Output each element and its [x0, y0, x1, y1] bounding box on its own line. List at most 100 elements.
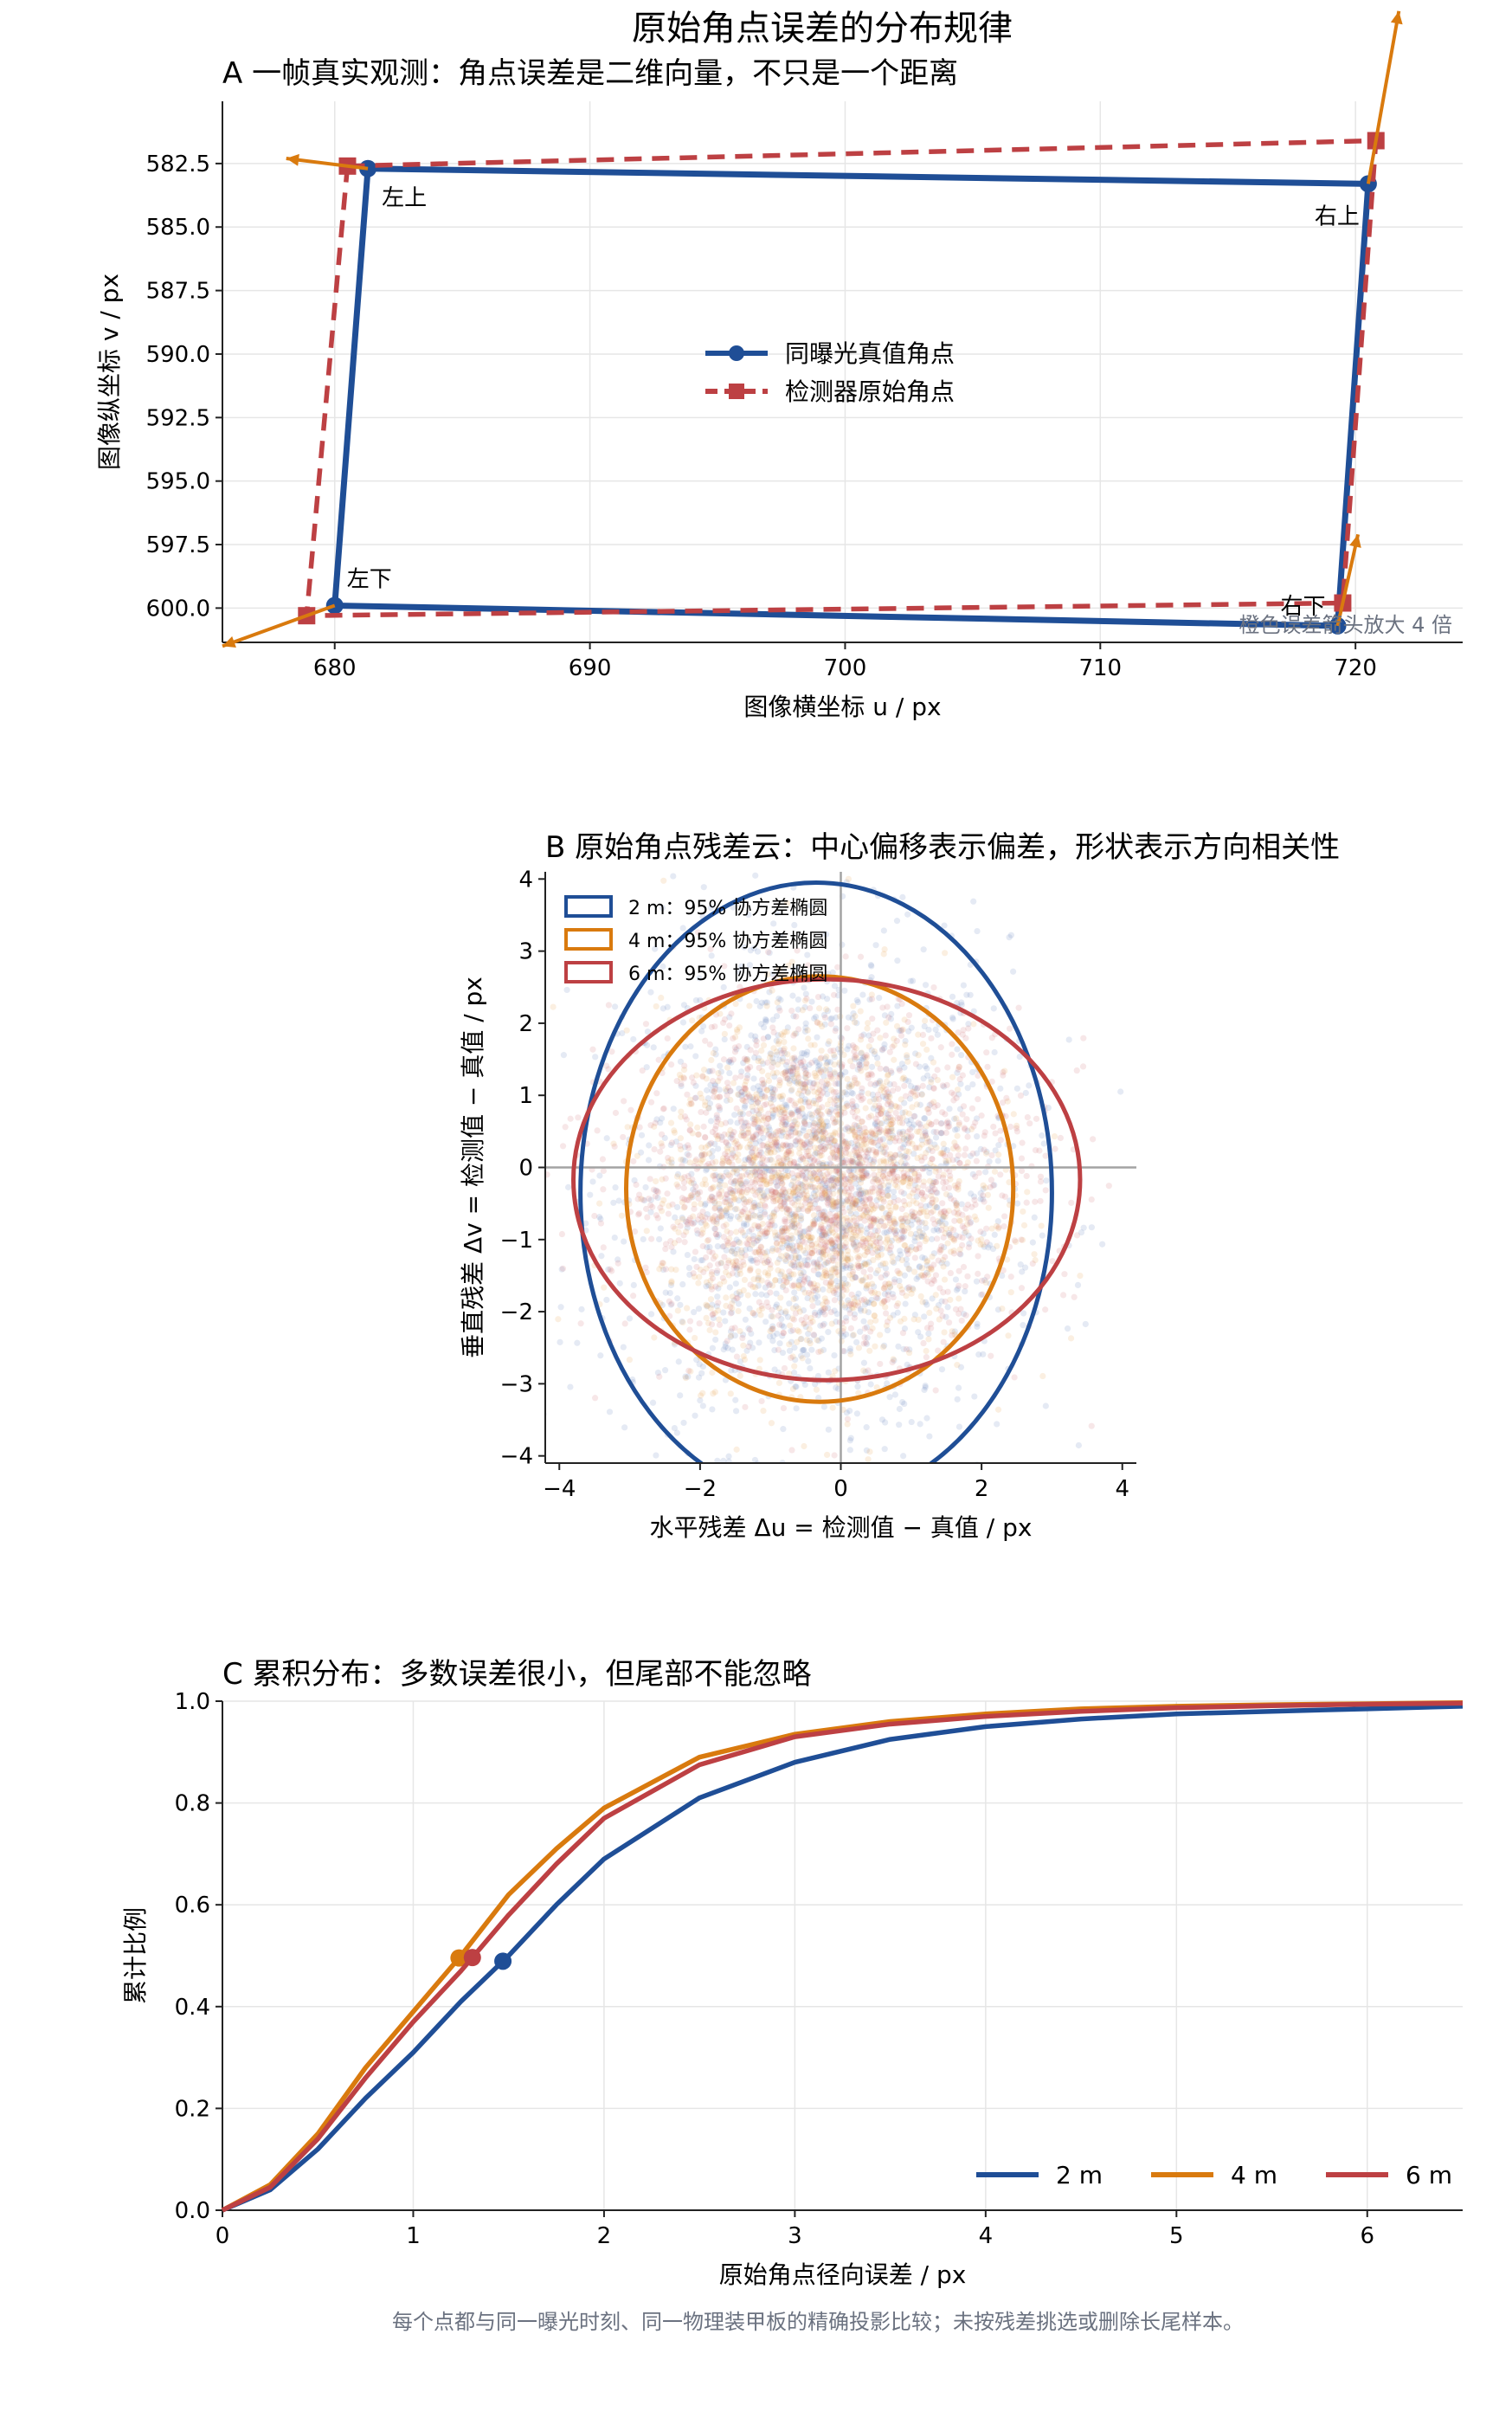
residual-point: [858, 1307, 865, 1314]
residual-point: [824, 1259, 831, 1267]
residual-point: [763, 1292, 770, 1299]
residual-point: [988, 1225, 995, 1232]
residual-point: [690, 1186, 697, 1193]
residual-point: [978, 1235, 985, 1243]
residual-point: [859, 1089, 865, 1096]
residual-point: [740, 1342, 747, 1349]
residual-point: [714, 1620, 720, 1626]
residual-point: [725, 1059, 732, 1066]
residual-point: [872, 1121, 878, 1128]
residual-point: [679, 925, 686, 932]
residual-point: [793, 1303, 800, 1310]
residual-point: [657, 1204, 664, 1211]
residual-point: [567, 1383, 574, 1390]
residual-point: [612, 1109, 620, 1117]
residual-point: [922, 982, 930, 989]
residual-point: [788, 1328, 795, 1335]
residual-point: [883, 1093, 890, 1099]
residual-point: [1013, 1085, 1020, 1092]
residual-point: [787, 1067, 794, 1074]
residual-point: [738, 1188, 745, 1195]
residual-point: [738, 1088, 745, 1095]
residual-point: [917, 1293, 924, 1300]
residual-point: [869, 1249, 876, 1256]
residual-point: [693, 1357, 700, 1364]
residual-point: [647, 989, 654, 996]
residual-point: [853, 1180, 859, 1187]
residual-point: [721, 1254, 728, 1261]
residual-point: [730, 1245, 737, 1252]
residual-point: [994, 1242, 1000, 1249]
residual-point: [994, 1157, 1001, 1164]
residual-point: [788, 1128, 795, 1136]
residual-point: [798, 1335, 805, 1343]
residual-point: [823, 1270, 830, 1277]
residual-point: [892, 1231, 900, 1238]
residual-point: [881, 1342, 888, 1349]
residual-point: [866, 1299, 873, 1306]
residual-point: [981, 1198, 988, 1205]
residual-point: [687, 1121, 694, 1128]
residual-point: [791, 921, 798, 929]
residual-point: [1040, 1140, 1047, 1147]
residual-point: [726, 1058, 733, 1065]
residual-point: [979, 1277, 986, 1284]
residual-point: [1007, 1273, 1014, 1280]
y-tick-label: 597.5: [146, 532, 210, 558]
residual-point: [978, 1112, 985, 1119]
residual-point: [901, 1228, 908, 1235]
residual-point: [707, 1118, 715, 1125]
residual-point: [677, 1135, 685, 1142]
residual-point: [891, 1056, 898, 1063]
residual-point: [915, 1273, 922, 1280]
y-tick-label: 600.0: [146, 596, 210, 622]
residual-point: [777, 932, 784, 939]
residual-point: [861, 1217, 868, 1224]
residual-point: [737, 963, 745, 970]
residual-point: [765, 1124, 772, 1131]
residual-point: [842, 1280, 850, 1287]
residual-point: [659, 1143, 666, 1150]
residual-point: [769, 1093, 776, 1100]
residual-point: [690, 1270, 697, 1277]
residual-point: [1051, 1133, 1058, 1140]
residual-point: [850, 1241, 858, 1248]
residual-point: [814, 1372, 822, 1380]
residual-point: [798, 1215, 805, 1222]
residual-point: [789, 1261, 796, 1268]
residual-point: [692, 1248, 699, 1255]
residual-point: [801, 1120, 808, 1127]
residual-point: [826, 1229, 833, 1237]
residual-point: [896, 1422, 903, 1428]
residual-point: [788, 1007, 795, 1015]
residual-point: [755, 1083, 762, 1090]
residual-point: [1036, 1147, 1043, 1154]
residual-point: [885, 1288, 892, 1295]
corner-label: 右上: [1315, 203, 1360, 229]
residual-point: [962, 1283, 968, 1290]
residual-point: [965, 1244, 972, 1251]
residual-point: [633, 1181, 640, 1189]
residual-point: [891, 1151, 899, 1158]
residual-point: [730, 1180, 737, 1187]
residual-point: [981, 1129, 988, 1136]
x-tick-label: 4: [979, 2223, 994, 2249]
residual-point: [853, 1152, 859, 1159]
residual-point: [812, 1057, 819, 1064]
residual-point: [1105, 1183, 1112, 1190]
residual-point: [933, 1189, 940, 1196]
residual-point: [923, 1415, 930, 1422]
residual-point: [921, 1386, 928, 1394]
residual-point: [833, 1088, 840, 1096]
residual-point: [791, 1054, 798, 1061]
residual-point: [877, 1183, 884, 1191]
residual-point: [653, 1188, 660, 1195]
residual-point: [871, 1171, 878, 1178]
residual-point: [717, 1062, 724, 1069]
residual-point: [814, 1123, 821, 1130]
residual-point: [789, 1222, 796, 1229]
residual-point: [615, 1197, 622, 1204]
residual-point: [600, 1167, 607, 1175]
residual-point: [973, 1216, 980, 1223]
residual-point: [799, 1007, 806, 1014]
